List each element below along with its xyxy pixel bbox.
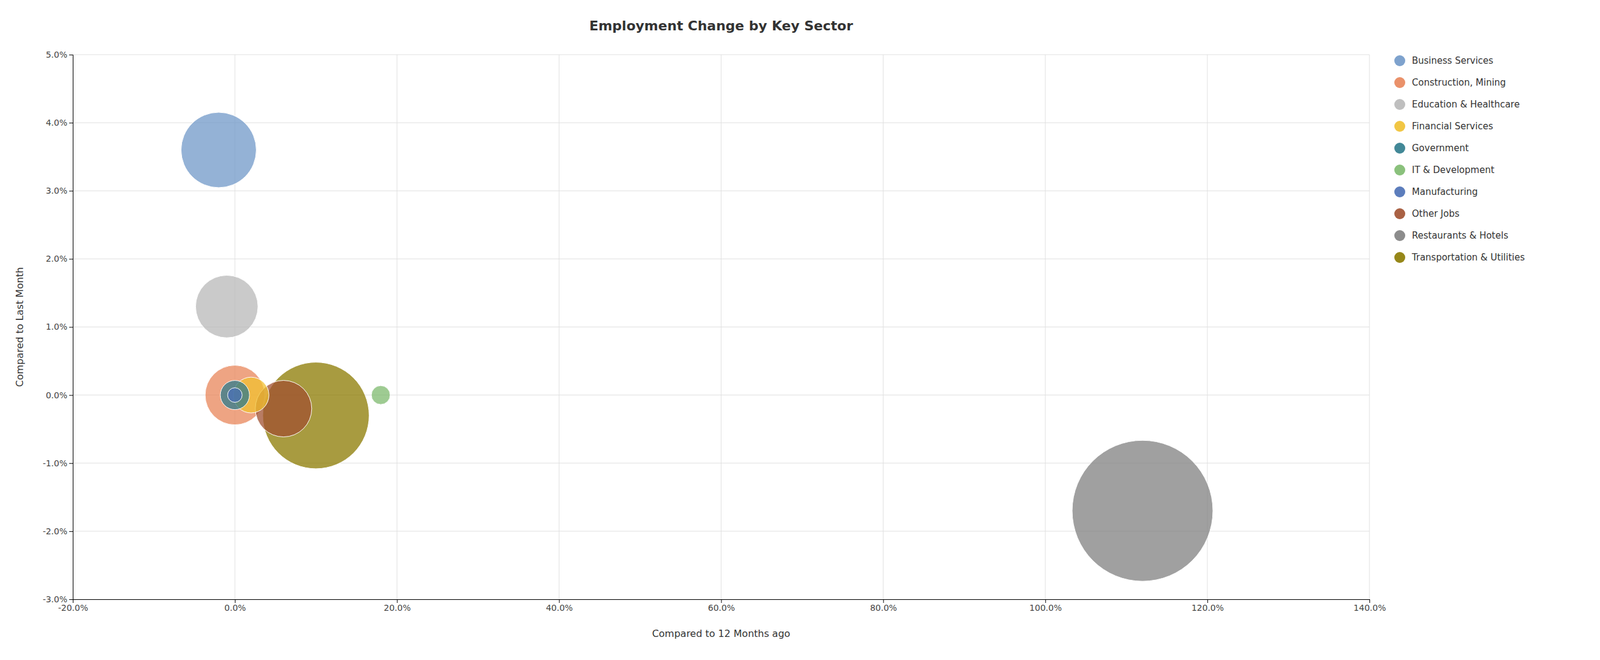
legend-item: Other Jobs [1394,208,1460,220]
legend-item: Financial Services [1394,120,1494,132]
tick-mark [69,394,73,396]
tick-label: 1.0% [45,321,68,332]
legend-swatch [1394,251,1406,263]
tick: 0.0% [224,598,247,613]
tick: 5.0% [45,49,73,60]
tick-label: 3.0% [45,185,68,196]
tick-mark [69,462,73,464]
y-axis-label: Compared to Last Month [13,266,26,388]
tick: -2.0% [42,526,73,536]
bubbles [180,112,1213,581]
plot: -20.0% 0.0% 20.0% 40.0% 60.0% 80.0% 100.0% 120.… [42,49,1386,613]
tick: 3.0% [45,185,73,196]
tick: -1.0% [42,458,73,468]
legend-item: Restaurants & Hotels [1394,229,1509,241]
legend-item: Manufacturing [1394,186,1479,198]
legend-swatch [1394,229,1406,241]
grid-line-y [72,54,1370,56]
tick: 1.0% [45,321,73,332]
bubble [220,380,250,410]
tick-label: 60.0% [708,602,735,613]
tick-mark [69,598,73,600]
legend-label: Education & Healthcare [1411,98,1520,110]
grid-line-y [72,258,1370,260]
tick-label: 0.0% [224,602,247,613]
legend-label: Construction, Mining [1411,77,1506,88]
legend: Business Services Construction, Mining Edu… [1394,55,1525,263]
chart: -20.0% 0.0% 20.0% 40.0% 60.0% 80.0% 100.0% 120.… [0,0,1600,660]
grid-line-y [72,190,1370,192]
tick: 80.0% [870,598,897,613]
tick: 4.0% [45,117,73,128]
tick-label: 4.0% [45,117,68,128]
tick: 100.0% [1029,598,1062,613]
legend-item: Business Services [1394,55,1494,67]
tick-label: -3.0% [42,594,68,604]
tick-label: -1.0% [42,458,68,468]
tick: 0.0% [45,390,73,400]
x-axis: -20.0% 0.0% 20.0% 40.0% 60.0% 80.0% 100.0% 120.… [58,598,1386,613]
tick-mark [69,122,73,124]
tick-mark [69,327,73,328]
legend-swatch [1394,77,1406,88]
tick-label: 2.0% [45,253,68,264]
tick-mark [69,190,73,192]
legend-label: Government [1411,142,1469,154]
bubble [371,385,391,405]
tick-label: -20.0% [58,602,89,613]
tick-mark [69,258,73,260]
legend-label: Other Jobs [1411,208,1460,220]
tick-label: 5.0% [45,49,68,60]
legend-label: Business Services [1411,55,1494,67]
grid [72,54,1370,599]
tick-mark [69,530,73,532]
tick: 120.0% [1191,598,1224,613]
tick-label: 20.0% [384,602,411,613]
legend-label: Transportation & Utilities [1411,251,1525,263]
legend-label: Financial Services [1411,120,1494,132]
bubble [1072,439,1213,581]
legend-item: IT & Development [1394,164,1495,176]
x-axis-label: Compared to 12 Months ago [652,627,791,639]
axis-line [69,55,74,600]
tick-mark [69,54,73,56]
legend-swatch [1394,98,1406,110]
title: Employment Change by Key Sector [589,18,854,34]
tick: 20.0% [384,598,411,613]
legend-item: Education & Healthcare [1394,98,1520,110]
legend-label: Manufacturing [1411,186,1479,198]
tick: 60.0% [708,598,735,613]
tick: -3.0% [42,594,73,604]
tick-label: 40.0% [546,602,573,613]
tick-label: 120.0% [1191,602,1224,613]
tick: 140.0% [1353,598,1386,613]
tick-label: 80.0% [870,602,897,613]
legend-label: Restaurants & Hotels [1411,229,1509,241]
bubble [195,274,258,338]
legend-label: IT & Development [1411,164,1495,176]
grid-line-y [72,326,1370,328]
legend-item: Government [1394,142,1469,154]
tick: 2.0% [45,253,73,264]
legend-swatch [1394,164,1406,176]
legend-item: Construction, Mining [1394,77,1506,88]
legend-swatch [1394,186,1406,198]
tick: 40.0% [546,598,573,613]
tick-label: 100.0% [1029,602,1062,613]
bubble [180,112,257,188]
bubble [227,387,243,403]
legend-swatch [1394,55,1406,67]
tick-label: 140.0% [1353,602,1386,613]
y-axis: -3.0% -2.0% -1.0% 0.0% 1.0% 2.0% 3.0% 4.0% 5.0% [42,49,73,604]
legend-swatch [1394,208,1406,220]
grid-line-y [72,122,1370,124]
legend-swatch [1394,120,1406,132]
legend-swatch [1394,142,1406,154]
legend-item: Transportation & Utilities [1394,251,1525,263]
tick-label: -2.0% [42,526,68,536]
tick-label: 0.0% [45,390,68,400]
